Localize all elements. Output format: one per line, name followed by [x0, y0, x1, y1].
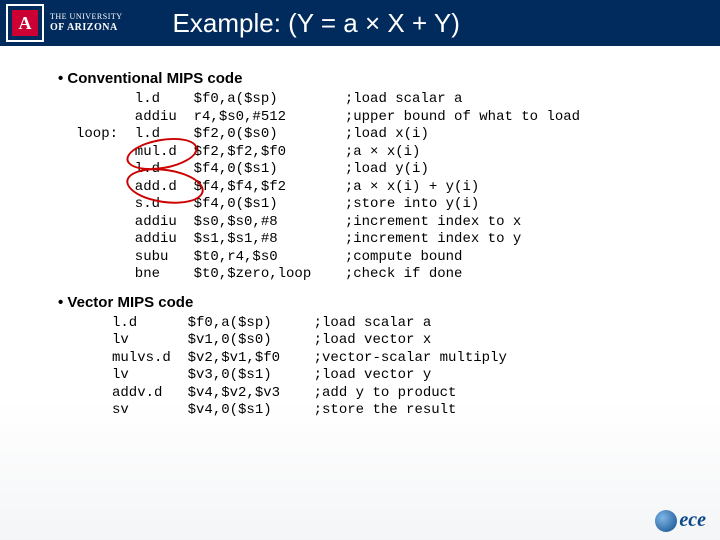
header-bar: A THE UNIVERSITY OF ARIZONA Example: (Y …: [0, 0, 720, 46]
footer-logo: ece: [655, 509, 706, 532]
university-line2: OF ARIZONA: [50, 22, 123, 33]
logo-letter: A: [19, 13, 32, 34]
section-heading-vector: Vector MIPS code: [58, 294, 680, 311]
university-name: THE UNIVERSITY OF ARIZONA: [50, 13, 123, 33]
university-logo: A: [8, 6, 42, 40]
slide-title: Example: (Y = a × X + Y): [173, 8, 460, 39]
slide-content: Conventional MIPS code l.d $f0,a($sp) ;l…: [0, 46, 720, 420]
code-block-conventional: l.d $f0,a($sp) ;load scalar a addiu r4,$…: [76, 91, 680, 284]
background-fade: [0, 400, 720, 540]
footer-logo-icon: [655, 510, 677, 532]
code-block-vector: l.d $f0,a($sp) ;load scalar a lv $v1,0($…: [112, 315, 680, 420]
annotation-ellipse: [124, 164, 206, 209]
section-heading-conventional: Conventional MIPS code: [58, 70, 680, 87]
footer-logo-text: ece: [679, 509, 706, 532]
university-line1: THE UNIVERSITY: [50, 13, 123, 22]
annotation-ellipse: [124, 133, 200, 175]
